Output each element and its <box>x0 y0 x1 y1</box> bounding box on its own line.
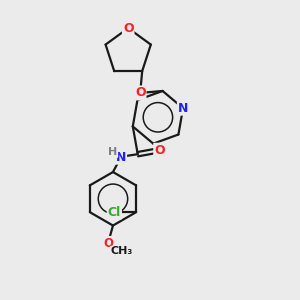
Text: O: O <box>123 22 134 34</box>
Text: CH₃: CH₃ <box>111 246 133 256</box>
Text: O: O <box>135 86 146 99</box>
Text: N: N <box>178 102 188 115</box>
Text: H: H <box>108 147 118 157</box>
Text: O: O <box>103 237 113 250</box>
Text: Cl: Cl <box>108 206 121 219</box>
Text: N: N <box>116 151 126 164</box>
Text: O: O <box>154 144 165 157</box>
